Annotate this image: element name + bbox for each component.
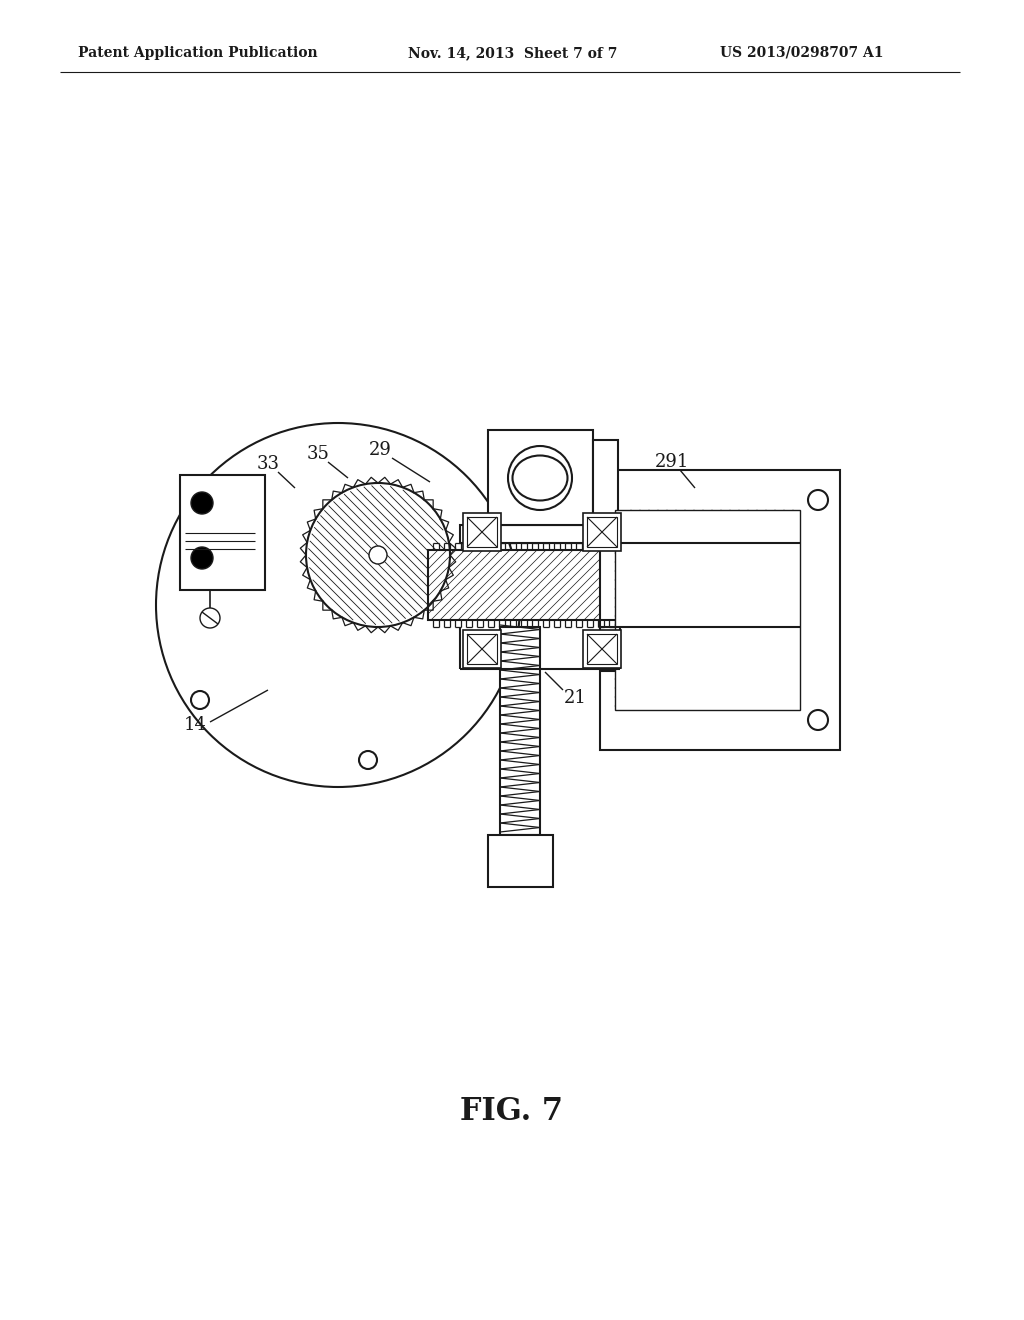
Circle shape	[369, 546, 387, 564]
Circle shape	[191, 690, 209, 709]
Text: Patent Application Publication: Patent Application Publication	[78, 46, 317, 59]
Bar	[180, 475, 265, 590]
Bar	[488, 430, 593, 525]
Circle shape	[156, 422, 520, 787]
Bar	[488, 836, 553, 887]
Text: 29: 29	[369, 441, 391, 459]
Bar	[500, 627, 540, 836]
Bar	[583, 630, 621, 668]
Bar	[500, 627, 540, 836]
Bar	[587, 634, 617, 664]
Text: 35: 35	[306, 445, 330, 463]
Bar	[583, 513, 621, 550]
Text: FIG. 7: FIG. 7	[461, 1097, 563, 1127]
Bar	[467, 634, 497, 664]
Text: 33: 33	[256, 455, 280, 473]
Circle shape	[191, 546, 213, 569]
Text: US 2013/0298707 A1: US 2013/0298707 A1	[720, 46, 884, 59]
Circle shape	[508, 446, 572, 510]
Circle shape	[359, 751, 377, 770]
Bar	[463, 630, 501, 668]
Bar	[428, 550, 720, 620]
Text: 21: 21	[563, 689, 587, 708]
Bar	[460, 525, 620, 543]
Bar	[463, 513, 501, 550]
Text: 14: 14	[183, 715, 207, 734]
Circle shape	[808, 490, 828, 510]
Text: 291: 291	[654, 453, 689, 471]
Text: Nov. 14, 2013  Sheet 7 of 7: Nov. 14, 2013 Sheet 7 of 7	[408, 46, 617, 59]
Bar	[615, 510, 800, 710]
Bar	[428, 550, 720, 620]
Bar	[593, 440, 618, 515]
Circle shape	[191, 492, 213, 513]
Circle shape	[306, 483, 450, 627]
Bar	[467, 517, 497, 546]
Ellipse shape	[512, 455, 567, 500]
Bar	[587, 517, 617, 546]
Circle shape	[808, 710, 828, 730]
Bar	[600, 470, 840, 750]
Circle shape	[200, 609, 220, 628]
